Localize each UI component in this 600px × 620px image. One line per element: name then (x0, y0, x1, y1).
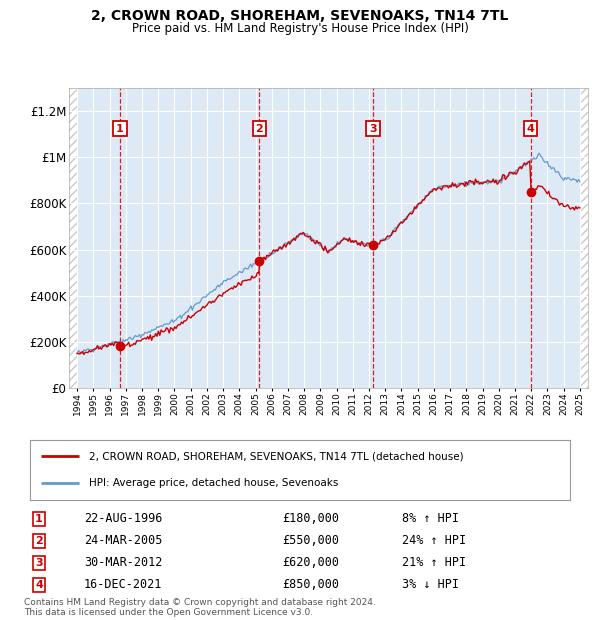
Text: 2, CROWN ROAD, SHOREHAM, SEVENOAKS, TN14 7TL: 2, CROWN ROAD, SHOREHAM, SEVENOAKS, TN14… (91, 9, 509, 24)
Text: 16-DEC-2021: 16-DEC-2021 (84, 578, 163, 591)
Bar (69, 88, 77, 388)
Text: £850,000: £850,000 (282, 578, 339, 591)
Text: £180,000: £180,000 (282, 513, 339, 526)
Bar (580, 88, 588, 388)
Text: HPI: Average price, detached house, Sevenoaks: HPI: Average price, detached house, Seve… (89, 478, 339, 488)
Text: Contains HM Land Registry data © Crown copyright and database right 2024.
This d: Contains HM Land Registry data © Crown c… (24, 598, 376, 618)
Text: 2: 2 (35, 536, 43, 546)
Text: 3: 3 (35, 558, 43, 568)
Text: £620,000: £620,000 (282, 557, 339, 570)
Text: 8% ↑ HPI: 8% ↑ HPI (402, 513, 459, 526)
Text: 1: 1 (116, 123, 124, 133)
Text: 4: 4 (35, 580, 43, 590)
Text: 2, CROWN ROAD, SHOREHAM, SEVENOAKS, TN14 7TL (detached house): 2, CROWN ROAD, SHOREHAM, SEVENOAKS, TN14… (89, 451, 464, 461)
Text: 3: 3 (369, 123, 377, 133)
Text: 1: 1 (35, 514, 43, 524)
Text: £550,000: £550,000 (282, 534, 339, 547)
Text: 24% ↑ HPI: 24% ↑ HPI (402, 534, 466, 547)
Text: Price paid vs. HM Land Registry's House Price Index (HPI): Price paid vs. HM Land Registry's House … (131, 22, 469, 35)
Text: 21% ↑ HPI: 21% ↑ HPI (402, 557, 466, 570)
Text: 22-AUG-1996: 22-AUG-1996 (84, 513, 163, 526)
Text: 3% ↓ HPI: 3% ↓ HPI (402, 578, 459, 591)
Text: 24-MAR-2005: 24-MAR-2005 (84, 534, 163, 547)
Text: 30-MAR-2012: 30-MAR-2012 (84, 557, 163, 570)
Text: 2: 2 (256, 123, 263, 133)
Text: 4: 4 (527, 123, 535, 133)
